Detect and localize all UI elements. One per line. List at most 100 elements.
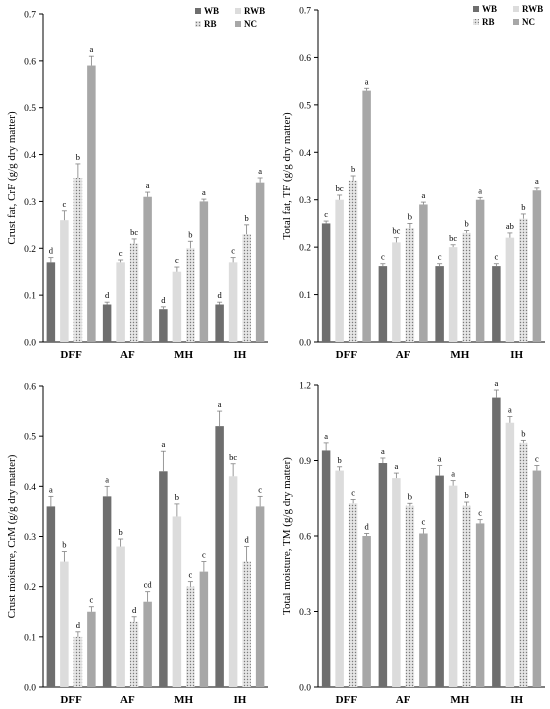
y-tick-label: 0.6 [24, 383, 36, 393]
significance-letter: d [105, 290, 110, 300]
chart-crust-fat: 0.0 0.1 0.2 0.3 0.4 0.5 0.6 0.7 Crust fat, CrF (… [6, 6, 268, 361]
significance-letter: ab [506, 221, 514, 231]
y-axis-label: Crust fat, CrF (g/g dry matter) [6, 111, 18, 245]
bar-rwb [392, 478, 401, 687]
y-tick-label: 0.5 [24, 104, 36, 114]
bar-nc [532, 190, 542, 342]
bar-rb [242, 561, 251, 687]
y-tick-label: 0.7 [299, 7, 311, 17]
significance-letter: a [508, 404, 512, 414]
bar-wb [46, 262, 56, 342]
significance-letter: d [76, 620, 81, 630]
bar-rwb [505, 422, 515, 687]
significance-letter: b [465, 490, 469, 500]
bar-nc [419, 204, 428, 342]
significance-letter: a [381, 446, 385, 456]
significance-letter: c [62, 199, 66, 209]
bar-rwb [116, 262, 125, 342]
bar-rb [348, 180, 358, 342]
significance-letter: b [408, 211, 412, 221]
significance-letter: b [76, 152, 80, 162]
bar-rb [129, 243, 139, 342]
bar-nc [475, 199, 485, 342]
significance-letter: bc [130, 227, 138, 237]
y-tick-label: 0.1 [24, 292, 36, 302]
y-tick-label: 0.3 [299, 196, 311, 206]
bar-wb [378, 463, 388, 687]
significance-letter: a [478, 185, 482, 195]
legend-label-rwb: RWB [522, 4, 543, 14]
significance-letter: a [105, 474, 109, 484]
legend-swatch-rb [195, 21, 201, 27]
bar-rwb [335, 470, 344, 687]
significance-letter: c [381, 252, 385, 262]
significance-letter: a [451, 469, 455, 479]
legend-label-nc: NC [244, 19, 257, 29]
significance-letter: a [535, 176, 539, 186]
bar-rwb [172, 516, 182, 687]
significance-letter: a [494, 378, 498, 388]
bar-rwb [335, 199, 344, 342]
significance-letter: bc [449, 233, 457, 243]
bar-wb [378, 266, 388, 342]
significance-letter: c [324, 209, 328, 219]
bar-nc [143, 196, 152, 342]
significance-letter: a [89, 44, 93, 54]
bar-rwb [60, 561, 69, 687]
y-tick-label: 0.6 [299, 54, 311, 64]
significance-letter: a [218, 399, 222, 409]
significance-letter: a [146, 180, 150, 190]
significance-letter: d [245, 535, 250, 545]
bar-rwb [448, 247, 458, 342]
legend-label-rb: RB [204, 19, 217, 29]
bar-rwb [505, 237, 515, 342]
bar-rb [462, 505, 471, 687]
chart-total-fat: 0.0 0.1 0.2 0.3 0.4 0.5 0.6 0.7 Total fat, TF (g… [281, 4, 545, 361]
bar-rb [462, 232, 471, 342]
y-tick-label: 0.4 [299, 149, 311, 159]
bar-rwb [228, 476, 238, 687]
x-category-label: DFF [336, 349, 358, 361]
x-category-label: AF [396, 349, 411, 361]
bar-nc [362, 90, 371, 342]
x-category-label: IH [510, 349, 523, 361]
legend-swatch-wb [473, 6, 479, 12]
y-tick-label: 0.6 [24, 57, 36, 67]
bar-wb [321, 450, 331, 687]
bar-rwb [448, 485, 458, 687]
bar-nc [532, 470, 542, 687]
significance-letter: b [62, 540, 66, 550]
y-tick-label: 0.3 [24, 198, 36, 208]
y-axis-label: Total fat, TF (g/g dry matter) [281, 112, 293, 240]
legend-swatch-rb [473, 19, 479, 25]
y-tick-label: 0.0 [299, 684, 311, 694]
bar-rb [73, 636, 83, 687]
y-tick-label: 0.0 [24, 684, 36, 694]
bar-rwb [392, 242, 401, 342]
significance-letter: c [89, 595, 93, 605]
significance-letter: a [202, 187, 206, 197]
significance-letter: a [161, 439, 165, 449]
significance-letter: d [132, 605, 137, 615]
significance-letter: cd [144, 580, 153, 590]
significance-letter: d [218, 290, 223, 300]
x-category-label: IH [233, 694, 246, 706]
legend-swatch-wb [195, 8, 201, 14]
significance-letter: c [258, 484, 262, 494]
y-axis-label: Total moisture, TM (g/g dry matter) [281, 457, 293, 615]
bar-rb [73, 178, 83, 342]
significance-letter: a [394, 461, 398, 471]
bar-wb [159, 309, 168, 342]
bar-wb [321, 223, 331, 342]
y-tick-label: 0.4 [24, 483, 36, 493]
bar-nc [362, 536, 371, 687]
bar-wb [102, 496, 112, 687]
x-category-label: MH [174, 694, 193, 706]
legend-label-rwb: RWB [244, 6, 265, 16]
bar-wb [492, 266, 501, 342]
significance-letter: b [521, 428, 525, 438]
significance-letter: a [324, 431, 328, 441]
x-category-label: IH [233, 349, 246, 361]
y-tick-label: 1.2 [299, 382, 311, 392]
